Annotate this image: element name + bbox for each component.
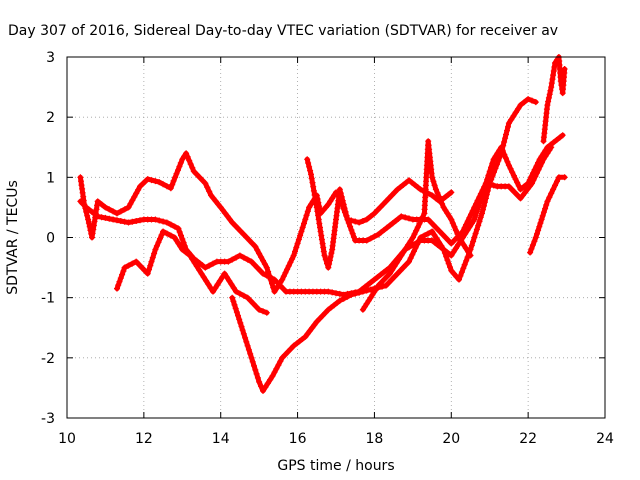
- series-markers-track-3: [114, 228, 270, 316]
- y-tick-label: -2: [41, 351, 55, 367]
- data-series: [77, 54, 568, 394]
- x-tick-label: 12: [135, 431, 153, 447]
- series-markers-track-5: [304, 144, 555, 271]
- y-tick-label: 0: [46, 231, 55, 247]
- x-tick-label: 18: [366, 431, 384, 447]
- chart-title: Day 307 of 2016, Sidereal Day-to-day VTE…: [8, 23, 558, 39]
- y-tick-label: 2: [46, 110, 55, 126]
- y-tick-label: -3: [41, 411, 55, 427]
- x-tick-label: 22: [519, 431, 537, 447]
- x-tick-label: 10: [58, 431, 76, 447]
- y-tick-label: -1: [41, 291, 55, 307]
- series-markers-track-6: [359, 138, 474, 313]
- series-markers-track-4: [229, 96, 539, 394]
- y-tick-label: 1: [46, 170, 55, 186]
- x-tick-label: 20: [442, 431, 460, 447]
- x-tick-label: 24: [596, 431, 614, 447]
- y-tick-label: 3: [46, 50, 55, 66]
- x-axis-label: GPS time / hours: [277, 458, 394, 474]
- series-line-track-3: [114, 229, 270, 316]
- x-tick-label: 16: [289, 431, 307, 447]
- series-markers-track-8: [540, 54, 568, 145]
- plot-frame: [66, 56, 606, 419]
- series-markers-track-7: [527, 174, 568, 256]
- series-line-track-4: [229, 96, 539, 394]
- y-axis-label: SDTVAR / TECUs: [5, 180, 21, 295]
- x-tick-label: 14: [212, 431, 230, 447]
